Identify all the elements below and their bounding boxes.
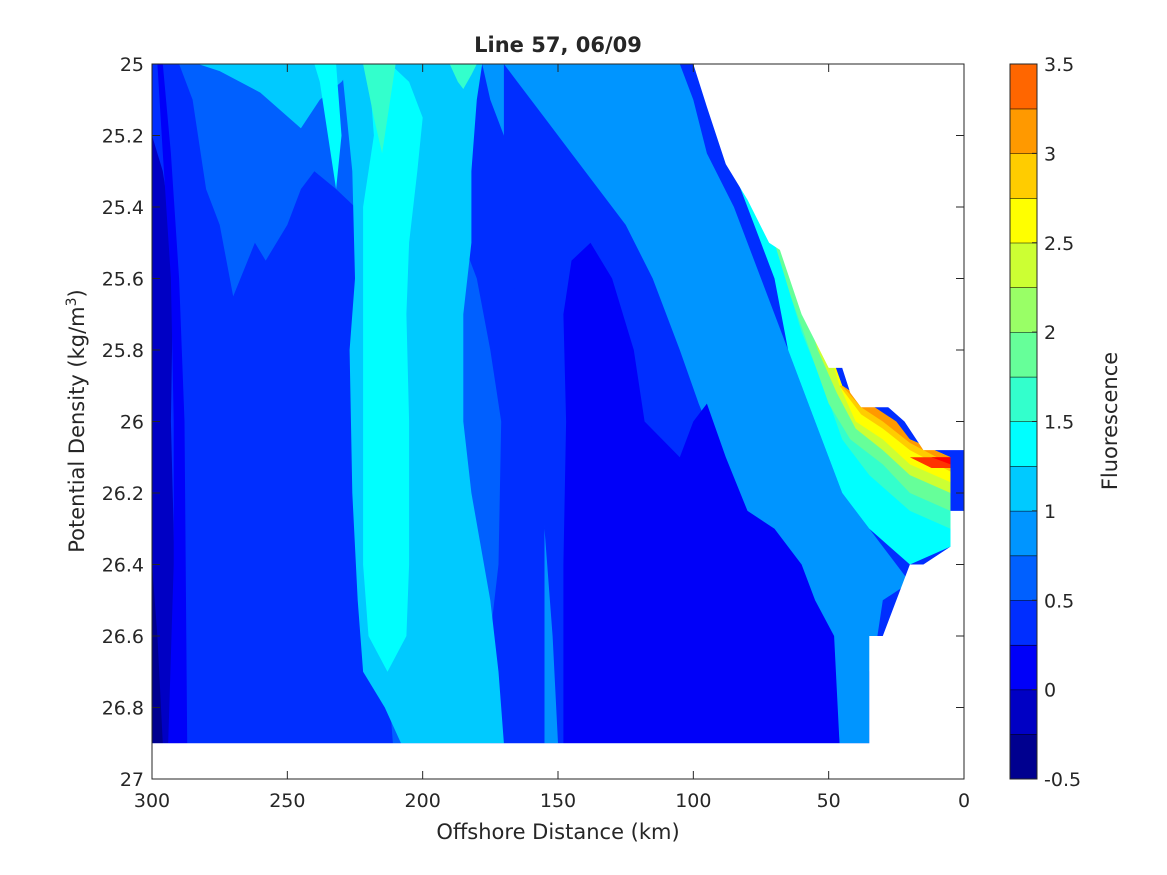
colorbar-label: Fluorescence	[1098, 352, 1122, 490]
y-tick-label: 25.2	[102, 126, 144, 148]
x-tick-label: 250	[269, 790, 305, 812]
colorbar-segment	[1010, 734, 1037, 779]
no-data-mask	[152, 64, 964, 779]
contour-band-20	[314, 64, 342, 190]
y-tick-label: 26.2	[102, 483, 144, 505]
contour-band-19	[157, 64, 188, 744]
colorbar-segment	[1010, 198, 1037, 243]
y-tick-label: 26.4	[102, 555, 144, 577]
contour-band-18	[931, 457, 951, 465]
y-axis-label-close: )	[65, 289, 89, 297]
x-tick-label: 200	[405, 790, 441, 812]
colorbar-segment	[1010, 510, 1037, 556]
colorbar-segment	[1010, 153, 1037, 199]
y-axis-label-main: Potential Density (kg/m	[65, 306, 89, 552]
colorbar-segment	[1010, 332, 1037, 377]
colorbar-segment	[1010, 644, 1037, 690]
colorbar-segment	[1010, 287, 1037, 333]
colorbar-tick-label: 0	[1044, 680, 1056, 702]
y-axis-label-superscript: 3	[64, 297, 80, 306]
y-tick-label: 26.6	[102, 626, 144, 648]
x-axis-label: Offshore Distance (km)	[436, 820, 679, 844]
x-tick-label: 100	[675, 790, 711, 812]
colorbar-tick-label: 3	[1044, 143, 1056, 165]
colorbar-tick-label: 2	[1044, 322, 1056, 344]
colorbar: 3.5 3 2.5 2 1.5 1 0.5 0 -0.5	[1009, 54, 1081, 791]
y-tick-label: 25.6	[102, 269, 144, 291]
contour-bands	[152, 64, 951, 744]
colorbar-segment	[1010, 421, 1037, 467]
y-tick-label: 27	[120, 769, 144, 791]
y-tick-label: 25	[120, 54, 144, 76]
colorbar-segment	[1010, 555, 1037, 601]
colorbar-tick-label: 0.5	[1044, 590, 1074, 612]
colorbar-segment	[1010, 376, 1037, 422]
x-tick-label: 0	[958, 790, 970, 812]
colorbar-segment	[1010, 64, 1037, 109]
contour-band-7	[563, 242, 840, 744]
colorbar-tick-label: -0.5	[1044, 769, 1081, 791]
chart-title: Line 57, 06/09	[474, 33, 642, 57]
x-tick-label: 50	[817, 790, 841, 812]
y-tick-label: 25.4	[102, 197, 144, 219]
y-tick-label: 26	[120, 412, 144, 434]
colorbar-tick-label: 1.5	[1044, 412, 1074, 434]
contour-band-21	[363, 64, 396, 154]
y-tick-label: 26.8	[102, 698, 144, 720]
contour-band-4	[363, 64, 423, 672]
colorbar-tick-label: 1	[1044, 501, 1056, 523]
colorbar-tick-label: 3.5	[1044, 54, 1074, 76]
colorbar-segment	[1010, 108, 1037, 154]
x-tick-label: 150	[540, 790, 576, 812]
y-axis-ticks: 25 25.2 25.4 25.6 25.8 26 26.2 26.4 26.6 26.8 27	[102, 54, 964, 791]
x-tick-label: 300	[134, 790, 170, 812]
colorbar-tick-label: 2.5	[1044, 233, 1074, 255]
contour-band-2	[198, 64, 355, 129]
colorbar-segment	[1010, 242, 1037, 288]
contour-band-9	[152, 564, 163, 744]
x-axis-ticks: 300 250 200 150 100 50 0	[134, 64, 970, 812]
colorbar-segment	[1010, 600, 1037, 645]
y-axis-label: Potential Density (kg/m3)	[64, 289, 89, 553]
colorbar-segment	[1010, 689, 1037, 735]
contour-band-22	[449, 64, 477, 89]
y-tick-label: 25.8	[102, 340, 144, 362]
no-data-region	[152, 64, 964, 779]
colorbar-segment	[1010, 466, 1037, 511]
